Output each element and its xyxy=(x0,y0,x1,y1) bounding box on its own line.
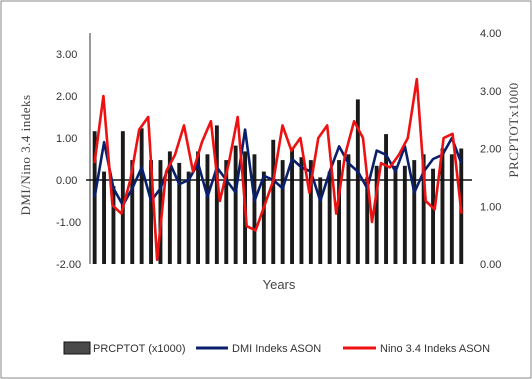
right-y-axis-title: PRCPTOTx1000 xyxy=(506,82,521,177)
legend: PRCPTOT (x1000) DMI Indeks ASON Nino 3.4… xyxy=(63,341,490,355)
legend-label-dmi: DMI Indeks ASON xyxy=(232,343,321,355)
bar-prcptot xyxy=(261,171,266,264)
right-tick-label: 2.00 xyxy=(480,144,501,156)
left-y-axis-title: DMI/Nino 3.4 indeks xyxy=(18,94,33,215)
bar-prcptot xyxy=(158,160,163,264)
bar-prcptot xyxy=(196,151,200,264)
line-dmi xyxy=(93,128,463,207)
bar-prcptot xyxy=(149,160,153,264)
bar-prcptot xyxy=(139,128,144,264)
lines-layer xyxy=(93,77,463,262)
x-axis-title: Years xyxy=(263,277,296,292)
bar-prcptot xyxy=(271,139,276,264)
legend-label-prcptot: PRCPTOT (x1000) xyxy=(93,343,186,355)
left-tick-label: 1.00 xyxy=(56,133,77,145)
legend-label-nino: Nino 3.4 Indeks ASON xyxy=(380,343,490,355)
left-tick-label: 3.00 xyxy=(56,49,77,61)
right-tick-label: 0.00 xyxy=(480,259,501,271)
bar-prcptot xyxy=(393,165,398,264)
bar-prcptot xyxy=(308,160,313,264)
ticks-layer: 3.00 2.00 1.00 0.00 -1.00 -2.00 4.00 3.00 2.00 1.… xyxy=(56,28,501,271)
right-tick-label: 4.00 xyxy=(480,28,501,40)
line-nino xyxy=(93,77,463,262)
bar-prcptot xyxy=(327,171,332,264)
bar-prcptot xyxy=(167,151,172,264)
legend-swatch-prcptot xyxy=(63,341,91,355)
bar-prcptot xyxy=(374,165,379,264)
left-tick-label: 2.00 xyxy=(56,91,77,103)
bar-prcptot xyxy=(290,148,294,264)
bar-prcptot xyxy=(318,177,323,264)
left-tick-label: -1.00 xyxy=(56,217,81,229)
bar-prcptot xyxy=(233,145,238,264)
bar-prcptot xyxy=(224,160,229,264)
bar-prcptot xyxy=(177,162,182,264)
right-tick-label: 3.00 xyxy=(480,86,501,98)
bar-prcptot xyxy=(346,154,351,264)
right-tick-label: 1.00 xyxy=(480,201,501,213)
bar-prcptot xyxy=(102,171,106,264)
bar-prcptot xyxy=(440,148,445,264)
bar-prcptot xyxy=(355,99,360,265)
left-tick-label: -2.00 xyxy=(56,259,81,271)
bar-prcptot xyxy=(252,154,257,264)
bar-prcptot xyxy=(111,186,116,264)
left-tick-label: 0.00 xyxy=(56,175,77,187)
axes-layer xyxy=(86,33,472,264)
bar-prcptot xyxy=(384,134,388,264)
bar-prcptot xyxy=(412,160,417,264)
bar-prcptot xyxy=(120,131,125,264)
bar-prcptot xyxy=(431,168,435,264)
bar-prcptot xyxy=(337,160,341,264)
bar-prcptot xyxy=(421,154,426,264)
bar-prcptot xyxy=(365,177,370,264)
bar-prcptot xyxy=(186,171,191,264)
bar-prcptot xyxy=(130,160,135,264)
bar-prcptot xyxy=(449,154,454,264)
bar-prcptot xyxy=(299,157,304,264)
bar-prcptot xyxy=(214,125,219,265)
bar-prcptot xyxy=(92,131,97,264)
bar-prcptot xyxy=(205,154,210,264)
bar-prcptot xyxy=(280,160,285,264)
bar-prcptot xyxy=(402,165,407,264)
